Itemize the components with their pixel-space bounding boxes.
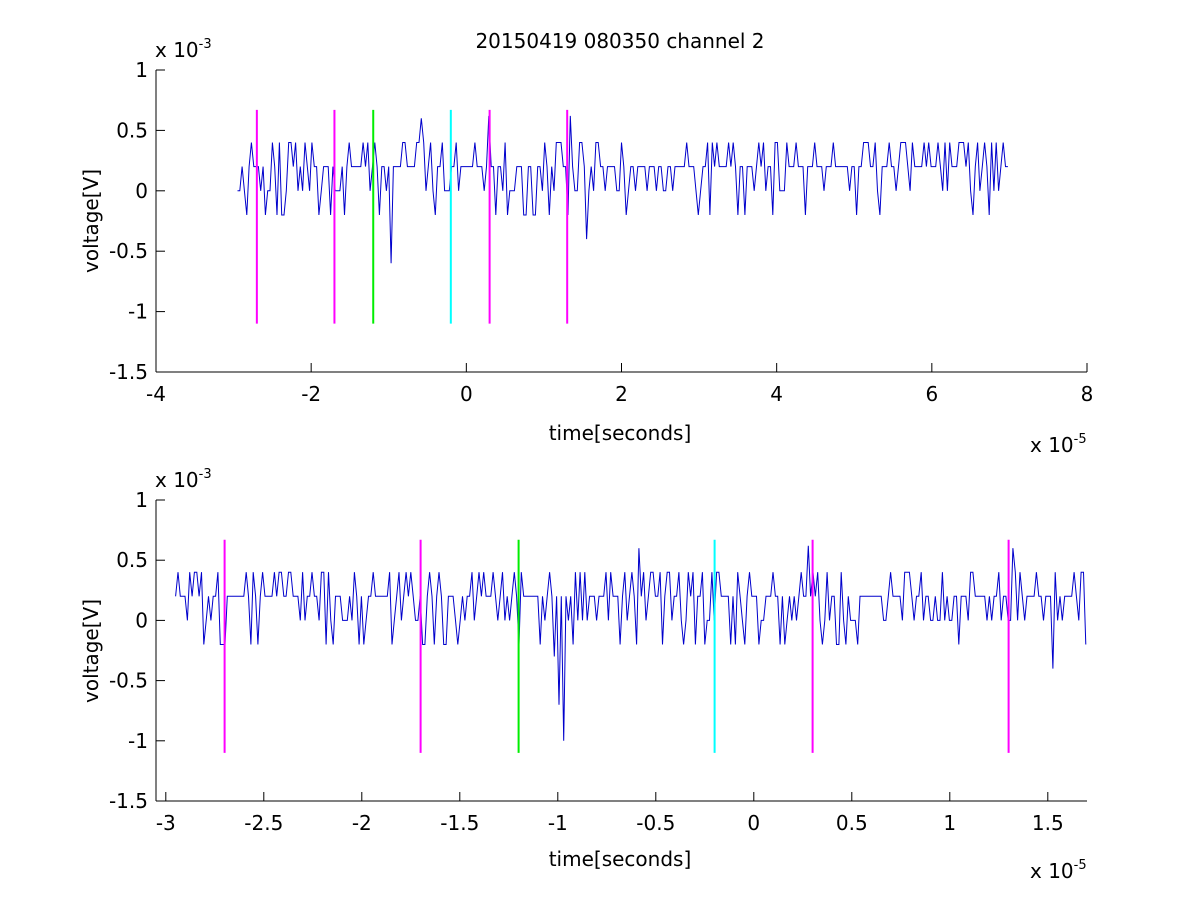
bottom-y-tick-label: -1.5 [109, 789, 148, 813]
top-y-tick-label: -1 [128, 300, 148, 324]
top-y-tick-label: 0.5 [116, 118, 148, 142]
top-x-multiplier: x 10 [1030, 433, 1074, 457]
bottom-x-tick-label: -0.5 [636, 811, 675, 835]
top-signal-line [237, 115, 1008, 264]
bottom-y-tick-label: -0.5 [109, 669, 148, 693]
top-y-tick-label: -1.5 [109, 360, 148, 384]
top-plot: -4 -2 0 2 4 6 8 -1.5-1-0.500.51 time[seconds] … [79, 37, 1093, 457]
bottom-x-tick-label: -2 [352, 811, 372, 835]
top-marker-layer [255, 109, 569, 324]
bottom-x-multiplier: x 10 [1030, 859, 1074, 883]
bottom-signal-line [175, 545, 1087, 741]
bottom-x-exponent-value: -5 [1074, 858, 1087, 873]
top-x-tick-label: 2 [615, 382, 628, 406]
top-y-exponent: x 10-3 [155, 37, 212, 62]
top-y-ticks: -1.5 -1 -0.5 0 0.5 1 [109, 58, 165, 384]
bottom-plot: -3 -2.5 -2 -1.5 -1 -0.5 0 0.5 1 1.5 -1.5 -1 -0.5 0 0.… [79, 467, 1087, 883]
top-x-tick-label: -4 [146, 382, 166, 406]
bottom-x-ticks: -3 -2.5 -2 -1.5 -1 -0.5 0 0.5 1 1.5 [156, 792, 1064, 835]
top-signal-layer [237, 115, 1008, 264]
top-y-tick-label: 0 [135, 179, 148, 203]
top-y-tick-label: 1 [135, 58, 148, 82]
bottom-x-tick-label: 1 [943, 811, 956, 835]
bottom-x-axis-label: time[seconds] [549, 847, 692, 871]
top-y-axis-label: voltage[V] [79, 169, 103, 273]
bottom-marker-layer [223, 539, 1010, 753]
bottom-y-exponent-value: -3 [199, 467, 212, 482]
top-x-ticks: -4 -2 0 2 4 6 8 [146, 363, 1093, 406]
bottom-axes-frame [155, 500, 1087, 802]
bottom-x-tick-label: -3 [156, 811, 176, 835]
bottom-y-axis-label: voltage[V] [79, 599, 103, 703]
bottom-x-tick-label: 0.5 [836, 811, 868, 835]
top-y-multiplier: x 10 [155, 38, 199, 62]
top-x-exponent-value: -5 [1074, 432, 1087, 447]
bottom-x-tick-label: 1.5 [1032, 811, 1064, 835]
bottom-y-exponent: x 10-3 [155, 467, 212, 492]
bottom-x-tick-label: 0 [747, 811, 760, 835]
bottom-y-tick-label: 0.5 [116, 548, 148, 572]
top-x-tick-label: 4 [770, 382, 783, 406]
top-x-tick-label: 0 [460, 382, 473, 406]
top-y-tick-label: -0.5 [109, 239, 148, 263]
bottom-x-tick-label: -1 [548, 811, 568, 835]
top-x-axis-label: time[seconds] [549, 421, 692, 445]
bottom-y-tick-label: 0 [135, 608, 148, 632]
top-x-tick-label: 6 [925, 382, 938, 406]
bottom-x-tick-label: -2.5 [244, 811, 283, 835]
bottom-signal-layer [175, 545, 1087, 741]
bottom-x-tick-label: -1.5 [440, 811, 479, 835]
bottom-y-multiplier: x 10 [155, 468, 199, 492]
top-x-exponent: x 10-5 [1030, 432, 1087, 457]
top-x-tick-label: -2 [301, 382, 321, 406]
top-x-tick-label: 8 [1081, 382, 1094, 406]
bottom-x-exponent: x 10-5 [1030, 858, 1087, 883]
top-y-exponent-value: -3 [199, 37, 212, 52]
top-axes-frame [155, 70, 1087, 373]
bottom-y-tick-label: 1 [135, 488, 148, 512]
bottom-y-tick-label: -1 [128, 729, 148, 753]
bottom-y-ticks: -1.5 -1 -0.5 0 0.5 1 [109, 488, 165, 813]
figure-title: 20150419 080350 channel 2 [475, 29, 764, 53]
